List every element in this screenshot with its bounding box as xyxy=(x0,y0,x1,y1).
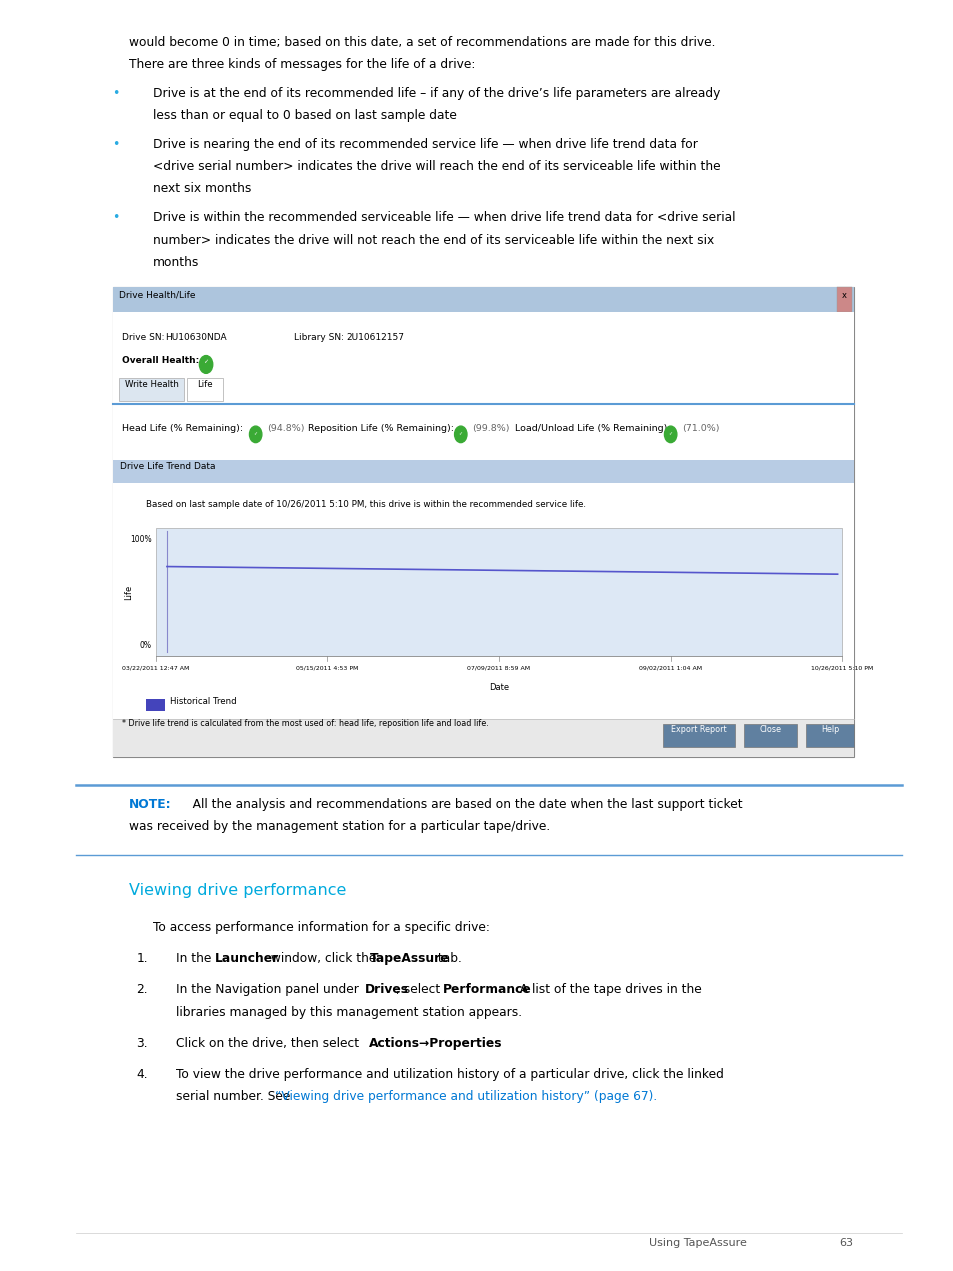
Text: All the analysis and recommendations are based on the date when the last support: All the analysis and recommendations are… xyxy=(181,798,742,811)
Text: (94.8%): (94.8%) xyxy=(267,425,304,433)
Text: Head Life (% Remaining):: Head Life (% Remaining): xyxy=(122,425,243,433)
Text: Actions→Properties: Actions→Properties xyxy=(369,1037,502,1050)
Text: * Drive life trend is calculated from the most used of: head life, reposition li: * Drive life trend is calculated from th… xyxy=(122,719,488,728)
Text: ✓: ✓ xyxy=(203,360,209,365)
Text: Date: Date xyxy=(488,684,509,693)
FancyBboxPatch shape xyxy=(662,724,734,747)
FancyBboxPatch shape xyxy=(112,313,853,758)
Text: Launcher: Launcher xyxy=(214,952,278,965)
Text: months: months xyxy=(152,255,199,268)
Text: less than or equal to 0 based on last sample date: less than or equal to 0 based on last sa… xyxy=(152,109,456,122)
Text: Write Health: Write Health xyxy=(125,380,178,389)
Text: Historical Trend: Historical Trend xyxy=(170,698,236,707)
FancyBboxPatch shape xyxy=(836,287,851,313)
FancyBboxPatch shape xyxy=(112,287,853,313)
Text: ✓: ✓ xyxy=(458,431,462,436)
Text: x: x xyxy=(841,291,846,300)
Text: Close: Close xyxy=(759,726,781,735)
Text: Help: Help xyxy=(820,726,839,735)
Text: •: • xyxy=(112,139,120,151)
Text: 0%: 0% xyxy=(139,642,152,651)
Text: In the: In the xyxy=(176,952,215,965)
Text: Export Report: Export Report xyxy=(670,726,726,735)
Text: Drive SN:: Drive SN: xyxy=(122,333,165,342)
Text: Performance: Performance xyxy=(442,984,531,996)
FancyBboxPatch shape xyxy=(112,287,853,758)
FancyBboxPatch shape xyxy=(155,529,841,656)
Circle shape xyxy=(250,426,261,442)
Text: 2U10612157: 2U10612157 xyxy=(346,333,404,342)
Text: HU10630NDA: HU10630NDA xyxy=(165,333,227,342)
FancyBboxPatch shape xyxy=(112,460,853,483)
Text: number> indicates the drive will not reach the end of its serviceable life withi: number> indicates the drive will not rea… xyxy=(152,234,713,247)
Text: , select: , select xyxy=(395,984,443,996)
Text: ✓: ✓ xyxy=(253,431,257,436)
Text: 4.: 4. xyxy=(136,1068,148,1080)
Text: 63: 63 xyxy=(839,1238,853,1248)
Text: 100%: 100% xyxy=(130,535,152,544)
Text: window, click the: window, click the xyxy=(267,952,380,965)
Circle shape xyxy=(663,426,677,442)
Text: Life: Life xyxy=(197,380,213,389)
Text: serial number. See: serial number. See xyxy=(176,1091,294,1103)
Text: Drive is within the recommended serviceable life — when drive life trend data fo: Drive is within the recommended servicea… xyxy=(152,211,735,224)
Text: Drive Health/Life: Drive Health/Life xyxy=(119,291,195,300)
Text: “Viewing drive performance and utilization history” (page 67).: “Viewing drive performance and utilizati… xyxy=(274,1091,657,1103)
Text: libraries managed by this management station appears.: libraries managed by this management sta… xyxy=(176,1005,522,1018)
Text: Overall Health:: Overall Health: xyxy=(122,356,199,365)
Text: Life: Life xyxy=(124,585,133,600)
Text: next six months: next six months xyxy=(152,183,251,196)
Text: . A list of the tape drives in the: . A list of the tape drives in the xyxy=(512,984,701,996)
FancyBboxPatch shape xyxy=(805,724,853,747)
Text: Reposition Life (% Remaining):: Reposition Life (% Remaining): xyxy=(308,425,454,433)
Text: TapeAssure: TapeAssure xyxy=(370,952,449,965)
FancyBboxPatch shape xyxy=(743,724,796,747)
Text: would become 0 in time; based on this date, a set of recommendations are made fo: would become 0 in time; based on this da… xyxy=(129,36,715,48)
Text: To access performance information for a specific drive:: To access performance information for a … xyxy=(152,921,489,934)
Text: 07/09/2011 8:59 AM: 07/09/2011 8:59 AM xyxy=(467,666,530,671)
Text: was received by the management station for a particular tape/drive.: was received by the management station f… xyxy=(129,820,550,833)
Text: Load/Unload Life (% Remaining):: Load/Unload Life (% Remaining): xyxy=(515,425,670,433)
Text: .: . xyxy=(487,1037,491,1050)
Text: 09/02/2011 1:04 AM: 09/02/2011 1:04 AM xyxy=(639,666,701,671)
Text: Click on the drive, then select: Click on the drive, then select xyxy=(176,1037,363,1050)
Text: •: • xyxy=(112,211,120,224)
FancyBboxPatch shape xyxy=(112,719,853,758)
Text: To view the drive performance and utilization history of a particular drive, cli: To view the drive performance and utiliz… xyxy=(176,1068,723,1080)
Text: 2.: 2. xyxy=(136,984,148,996)
Circle shape xyxy=(199,356,213,374)
Text: Drives: Drives xyxy=(364,984,408,996)
Text: In the Navigation panel under: In the Navigation panel under xyxy=(176,984,363,996)
Text: Using TapeAssure: Using TapeAssure xyxy=(648,1238,746,1248)
FancyBboxPatch shape xyxy=(146,699,165,712)
Text: (99.8%): (99.8%) xyxy=(472,425,509,433)
Text: There are three kinds of messages for the life of a drive:: There are three kinds of messages for th… xyxy=(129,57,475,71)
Text: ✓: ✓ xyxy=(668,431,672,436)
Text: •: • xyxy=(112,86,120,99)
FancyBboxPatch shape xyxy=(187,379,223,402)
Text: NOTE:: NOTE: xyxy=(129,798,172,811)
Text: (71.0%): (71.0%) xyxy=(681,425,719,433)
Circle shape xyxy=(454,426,467,442)
Text: Based on last sample date of 10/26/2011 5:10 PM, this drive is within the recomm: Based on last sample date of 10/26/2011 … xyxy=(146,501,585,510)
Text: Library SN:: Library SN: xyxy=(294,333,343,342)
FancyBboxPatch shape xyxy=(119,379,184,402)
Text: 1.: 1. xyxy=(136,952,148,965)
Text: 03/22/2011 12:47 AM: 03/22/2011 12:47 AM xyxy=(122,666,189,671)
Text: Drive Life Trend Data: Drive Life Trend Data xyxy=(120,463,215,472)
Text: Drive is at the end of its recommended life – if any of the drive’s life paramet: Drive is at the end of its recommended l… xyxy=(152,86,720,99)
Text: Drive is nearing the end of its recommended service life — when drive life trend: Drive is nearing the end of its recommen… xyxy=(152,139,697,151)
Text: Viewing drive performance: Viewing drive performance xyxy=(129,883,346,899)
Text: 3.: 3. xyxy=(136,1037,148,1050)
Text: 10/26/2011 5:10 PM: 10/26/2011 5:10 PM xyxy=(810,666,873,671)
Text: <drive serial number> indicates the drive will reach the end of its serviceable : <drive serial number> indicates the driv… xyxy=(152,160,720,173)
Text: tab.: tab. xyxy=(434,952,461,965)
Text: 05/15/2011 4:53 PM: 05/15/2011 4:53 PM xyxy=(295,666,358,671)
